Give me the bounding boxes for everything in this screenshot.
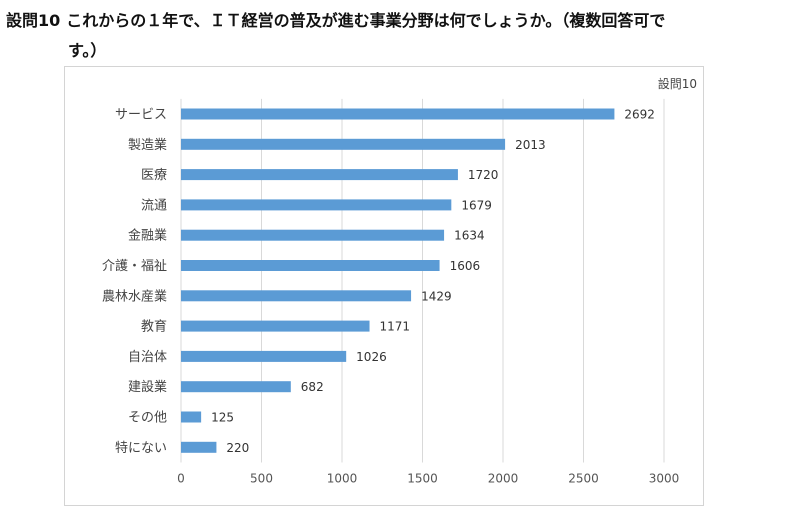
x-tick-label: 500 (250, 471, 273, 485)
data-label: 682 (301, 380, 324, 394)
data-label: 1026 (356, 350, 387, 364)
category-label: 建設業 (128, 379, 167, 395)
data-label: 2013 (515, 138, 546, 152)
x-tick-label: 0 (177, 471, 185, 485)
data-label: 1720 (468, 168, 499, 182)
data-label: 125 (211, 411, 234, 425)
bar (181, 441, 217, 453)
bar (181, 199, 452, 211)
question-text-line2: す。） (68, 41, 107, 60)
data-label: 220 (226, 441, 249, 455)
bar-chart: 0 500 1000 1500 2000 2500 3000 設問10 サービス 2692 製造業 2… (102, 76, 697, 485)
category-label: 医療 (141, 168, 167, 183)
bar (181, 350, 347, 362)
category-label: 教育 (141, 319, 167, 335)
bar (181, 411, 202, 423)
x-tick-label: 2000 (488, 471, 519, 485)
question-text-line1: これからの１年で、ＩＴ経営の普及が進む事業分野は何でしょうか。（複数回答可で (66, 11, 666, 30)
category-label: 特にない (115, 441, 167, 456)
question-number: 設問10 (6, 11, 61, 30)
chart-frame: 0 500 1000 1500 2000 2500 3000 設問10 サービス 2692 製造業 2… (64, 66, 704, 506)
category-label: 介護・福祉 (102, 258, 167, 274)
category-label: サービス (115, 108, 167, 123)
data-label: 1606 (450, 259, 481, 273)
bar (181, 138, 506, 150)
bar (181, 108, 615, 120)
data-label: 1634 (454, 229, 485, 243)
bar (181, 260, 440, 271)
bar (181, 320, 370, 332)
x-tick-label: 3000 (649, 471, 680, 485)
category-label: 農林水産業 (102, 288, 167, 304)
legend-label: 設問10 (658, 76, 697, 91)
bar (181, 169, 458, 181)
bar (181, 229, 445, 241)
bar (181, 290, 412, 302)
category-label: 製造業 (128, 137, 167, 153)
bar (181, 381, 291, 393)
category-label: その他 (128, 411, 167, 426)
x-tick-label: 2500 (568, 471, 599, 485)
x-tick-label: 1500 (407, 471, 438, 485)
data-label: 1429 (421, 289, 452, 303)
data-label: 1679 (461, 198, 492, 212)
data-label: 1171 (380, 320, 411, 334)
question-heading: 設問10 これからの１年で、ＩＴ経営の普及が進む事業分野は何でしょうか。（複数回答… (6, 6, 796, 66)
category-label: 金融業 (128, 228, 167, 244)
category-label: 流通 (141, 198, 167, 213)
category-label: 自治体 (128, 350, 167, 365)
x-tick-label: 1000 (327, 471, 358, 485)
data-label: 2692 (624, 108, 655, 122)
